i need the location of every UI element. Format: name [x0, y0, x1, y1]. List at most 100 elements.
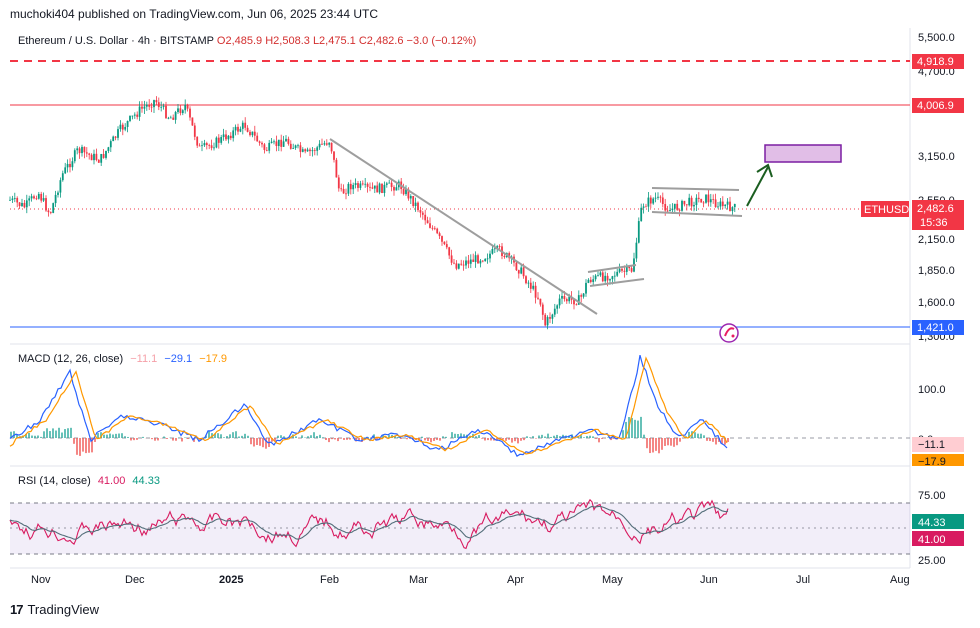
candle-body	[9, 199, 11, 201]
macd-hist-bar	[115, 433, 117, 438]
macd-hist-bar	[205, 435, 207, 438]
candle-body	[28, 198, 31, 201]
rsi-legend[interactable]: RSI (14, close) 41.00 44.33	[18, 475, 160, 487]
macd-hist-bar	[79, 438, 81, 456]
candle-body	[191, 117, 194, 126]
macd-hist-bar	[520, 438, 522, 441]
candle-body	[273, 141, 275, 143]
candle-body	[167, 117, 170, 119]
macd-hist-bar	[265, 438, 267, 449]
range-upper-line[interactable]	[651, 187, 740, 191]
candle-body	[541, 304, 544, 315]
candle-body	[342, 188, 345, 194]
candle-body	[97, 159, 100, 163]
candle-body	[503, 256, 506, 258]
candle-body	[426, 220, 429, 224]
level-1421-badge[interactable]	[912, 320, 964, 335]
level-4006-badge[interactable]	[912, 98, 964, 113]
macd-hist-bar	[106, 434, 108, 438]
candle-body	[460, 263, 463, 265]
rsi-badge	[912, 531, 964, 546]
candle-body	[685, 204, 688, 206]
macd-hist-bar	[610, 438, 612, 441]
macd-hist-bar	[502, 438, 504, 440]
rsi-ma-value: 44.33	[132, 475, 160, 487]
macd-hist-bar	[508, 438, 510, 440]
candle-body	[486, 258, 489, 260]
macd-hist-bar	[184, 437, 186, 438]
candle-body	[496, 246, 499, 249]
candle-body	[721, 201, 724, 207]
ticker-badge[interactable]	[861, 201, 909, 217]
candle-body	[321, 143, 323, 145]
candle-body	[177, 108, 179, 113]
candle-body	[673, 203, 676, 209]
candle-body	[561, 295, 563, 299]
candle-body	[49, 212, 52, 213]
symbol-name[interactable]: Ethereum / U.S. Dollar · 4h · BITSTAMP	[18, 35, 214, 47]
candle-body	[227, 135, 230, 140]
candle-body	[352, 184, 355, 190]
last-price-badge[interactable]	[912, 200, 964, 230]
candle-body	[417, 202, 419, 211]
macd-hist-bar	[10, 431, 12, 438]
candle-body	[729, 201, 731, 212]
candle-body	[59, 180, 62, 193]
rsi-pane	[9, 498, 729, 550]
candle-body	[95, 153, 98, 160]
macd-hist-bar	[625, 421, 627, 438]
symbol-legend[interactable]: Ethereum / U.S. Dollar · 4h · BITSTAMP O…	[18, 35, 476, 47]
candle-body	[165, 105, 167, 119]
time-tick: Feb	[320, 574, 339, 586]
level-4918-badge[interactable]	[912, 54, 964, 69]
candle-body	[625, 266, 628, 272]
candle-body	[330, 142, 333, 152]
rsi-tick: 75.00	[918, 490, 946, 502]
candle-body	[23, 202, 26, 208]
flag-lower-line[interactable]	[589, 278, 645, 287]
macd-hist-bar	[427, 438, 429, 441]
macd-hist-bar	[598, 438, 600, 443]
macd-hist-bar	[436, 438, 438, 440]
candle-body	[371, 187, 374, 189]
macd-hist-bar	[442, 436, 444, 438]
candle-body	[107, 147, 110, 151]
candle-body	[376, 185, 379, 193]
rsi-ma-badge	[912, 514, 964, 529]
candle-body	[270, 141, 273, 143]
macd-title[interactable]: MACD (12, 26, close)	[18, 353, 124, 365]
candle-body	[702, 202, 705, 204]
candle-body	[421, 212, 424, 215]
candle-body	[172, 117, 175, 120]
candle-body	[153, 100, 155, 108]
candle-body	[33, 196, 35, 199]
candle-body	[54, 194, 57, 204]
macd-hist-bar	[247, 435, 249, 438]
macd-hist-bar	[82, 438, 84, 452]
macd-hist-bar	[649, 438, 651, 454]
macd-legend[interactable]: MACD (12, 26, close) −11.1 −29.1 −17.9	[18, 353, 227, 365]
candle-body	[18, 202, 21, 207]
candle-body	[52, 203, 55, 213]
breakout-arrow-icon[interactable]	[746, 166, 769, 207]
target-box[interactable]	[764, 144, 842, 163]
macd-hist-bar	[280, 435, 282, 438]
macd-hist-bar	[325, 438, 327, 441]
candle-body	[409, 195, 412, 199]
macd-hist-bar	[505, 438, 507, 441]
candle-body	[280, 139, 283, 147]
event-marker-icon[interactable]	[719, 323, 739, 343]
macd-hist-bar	[109, 433, 111, 438]
macd-hist-bar	[592, 436, 594, 438]
range-lower-line[interactable]	[651, 211, 743, 217]
downtrend-line[interactable]	[329, 138, 598, 315]
candle-body	[527, 282, 530, 284]
flag-upper-line[interactable]	[587, 264, 637, 273]
macd-hist-bar	[658, 438, 660, 454]
footer[interactable]: 17 TradingView	[10, 602, 99, 617]
rsi-title[interactable]: RSI (14, close)	[18, 475, 91, 487]
candles	[9, 96, 736, 330]
macd-hist-bar	[388, 435, 390, 438]
candle-body	[359, 183, 362, 188]
